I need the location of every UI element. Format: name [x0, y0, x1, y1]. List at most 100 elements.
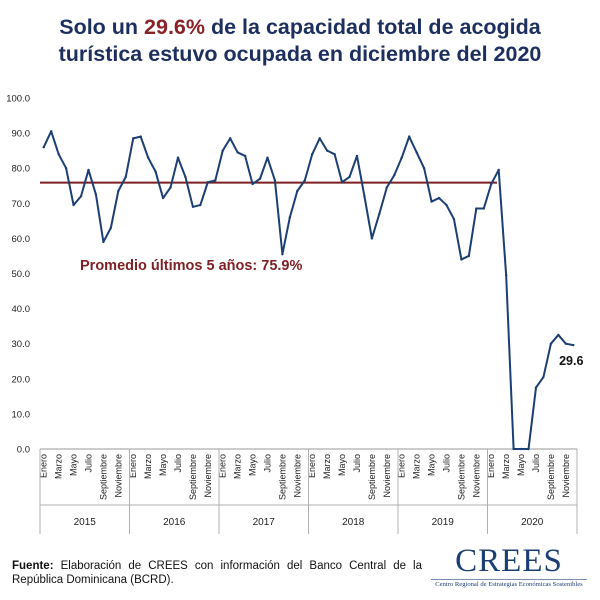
- x-month-label: Mayo: [427, 454, 437, 476]
- x-month-label: Marzo: [412, 454, 422, 479]
- title-line2: turística estuvo ocupada en diciembre de…: [58, 42, 542, 66]
- source-note: Fuente: Elaboración de CREES con informa…: [12, 559, 422, 587]
- data-point: [475, 207, 478, 210]
- x-month-label: Mayo: [158, 454, 168, 476]
- data-point: [415, 151, 418, 154]
- data-point: [57, 152, 60, 156]
- x-month-label: Enero: [307, 454, 317, 478]
- data-point: [452, 217, 456, 221]
- data-point: [281, 252, 284, 256]
- x-month-label: Julio: [531, 454, 541, 473]
- data-point: [400, 156, 403, 159]
- x-month-label: Marzo: [501, 454, 511, 479]
- source-label: Fuente:: [12, 560, 54, 572]
- data-point: [79, 195, 83, 198]
- data-point: [199, 203, 202, 207]
- x-month-label: Marzo: [233, 454, 243, 479]
- y-tick-label: 50.0: [12, 269, 31, 280]
- data-point: [169, 186, 172, 189]
- data-point: [221, 149, 224, 152]
- x-year-label: 2020: [521, 517, 544, 528]
- data-point: [393, 174, 396, 177]
- data-point: [482, 207, 485, 210]
- data-point: [139, 135, 142, 138]
- data-point: [94, 193, 98, 196]
- data-point: [407, 135, 411, 138]
- data-point: [355, 154, 359, 158]
- data-point: [109, 226, 113, 230]
- data-point: [228, 137, 232, 140]
- data-point: [132, 137, 135, 140]
- chart-title: Solo un 29.6% de la capacidad total de a…: [0, 14, 600, 68]
- data-point: [243, 154, 247, 158]
- data-point: [251, 182, 254, 186]
- x-month-label: Marzo: [322, 454, 332, 479]
- data-point: [467, 254, 471, 258]
- data-point: [512, 447, 515, 451]
- average-label: Promedio últimos 5 años: 75.9%: [80, 258, 302, 274]
- data-point: [303, 179, 306, 182]
- title-part2: de la capacidad total de acogida: [205, 15, 541, 39]
- data-point: [422, 167, 426, 170]
- x-month-label: Noviembre: [113, 454, 123, 498]
- data-point: [49, 130, 53, 133]
- x-month-label: Enero: [486, 454, 496, 478]
- y-tick-label: 10.0: [12, 409, 31, 420]
- y-tick-label: 90.0: [12, 129, 31, 140]
- data-point: [504, 274, 508, 277]
- x-month-label: Septiembre: [188, 454, 198, 500]
- data-point: [385, 186, 389, 189]
- x-month-label: Mayo: [69, 454, 79, 476]
- data-point: [72, 203, 75, 207]
- x-month-label: Noviembre: [471, 454, 481, 498]
- data-point: [266, 156, 269, 159]
- x-month-label: Mayo: [337, 454, 347, 476]
- title-highlight: 29.6%: [144, 15, 205, 39]
- data-point: [490, 182, 493, 186]
- x-month-label: Septiembre: [456, 454, 466, 500]
- x-month-label: Julio: [352, 454, 362, 473]
- x-month-label: Septiembre: [98, 454, 108, 500]
- data-point: [333, 152, 336, 156]
- data-point: [497, 168, 500, 172]
- data-point: [311, 152, 314, 156]
- x-month-label: Julio: [173, 454, 183, 473]
- y-tick-label: 80.0: [12, 164, 31, 175]
- data-point: [325, 149, 329, 152]
- y-tick-label: 100.0: [6, 94, 30, 105]
- x-month-label: Enero: [218, 454, 228, 478]
- data-point: [184, 175, 187, 179]
- x-month-label: Noviembre: [292, 454, 302, 498]
- x-month-label: Enero: [397, 454, 407, 478]
- x-month-label: Septiembre: [367, 454, 377, 500]
- data-point: [348, 175, 351, 179]
- data-point: [340, 181, 344, 184]
- x-month-label: Marzo: [143, 454, 153, 479]
- data-point: [214, 179, 217, 182]
- line-chart: 0.0 10.0 20.0 30.0 40.0 50.0 60.0 70.0 80.0 90.0 1…: [6, 94, 583, 534]
- x-month-label: Julio: [441, 454, 451, 473]
- data-point: [549, 342, 553, 345]
- data-point: [437, 196, 441, 200]
- data-point: [206, 181, 210, 184]
- logo-text: CREES: [455, 543, 563, 579]
- x-month-label: Mayo: [516, 454, 526, 476]
- data-point: [557, 333, 560, 337]
- x-month-label: Noviembre: [382, 454, 392, 498]
- x-month-label: Septiembre: [277, 454, 287, 500]
- data-point: [378, 212, 381, 216]
- data-point: [527, 447, 530, 451]
- y-tick-label: 20.0: [12, 374, 31, 385]
- data-point: [154, 170, 157, 173]
- data-point: [258, 177, 262, 180]
- logo-rule: [431, 579, 587, 580]
- crees-logo: CREES Centro Regional de Estrategias Eco…: [425, 543, 593, 595]
- x-month-label: Enero: [39, 454, 49, 478]
- x-month-label: Mayo: [248, 454, 258, 476]
- data-point: [146, 156, 150, 159]
- data-point: [273, 179, 277, 182]
- y-tick-label: 0.0: [17, 445, 30, 456]
- data-point: [296, 189, 299, 193]
- data-point: [445, 203, 448, 207]
- data-point: [87, 168, 90, 172]
